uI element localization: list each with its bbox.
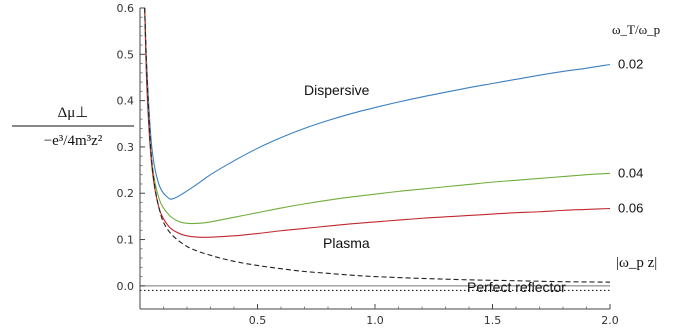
ticks: 0.0 0.1 0.2 0.3 0.4 0.5 0.6 0.5 1.0 1.5 2.0 <box>117 2 619 327</box>
y-tick-label: 0.1 <box>117 234 135 247</box>
annotation-plasma: Plasma <box>323 235 370 251</box>
series-label-0-04: 0.04 <box>618 165 643 180</box>
y-tick-label: 0.4 <box>117 95 135 108</box>
y-tick-label: 0.5 <box>117 48 135 61</box>
y-tick-label: 0.6 <box>117 2 135 15</box>
series-line-plasma <box>144 7 611 283</box>
series-line-0-02 <box>144 7 611 200</box>
y-axis-label-denominator: −e³/4m³z² <box>44 133 103 149</box>
series-line-0-06 <box>144 7 611 238</box>
series-layer: 0.02 0.04 0.06 <box>140 7 643 292</box>
y-axis-label-numerator: Δμ⊥ <box>58 105 89 121</box>
y-tick-label: 0.2 <box>117 187 135 200</box>
y-tick-label: 0.0 <box>117 280 135 293</box>
legend-title: ω_T/ω_p <box>612 22 660 37</box>
x-tick-label: 1.0 <box>366 314 384 327</box>
series-line-0-04 <box>144 7 611 225</box>
series-label-0-02: 0.02 <box>618 56 643 71</box>
series-label-0-06: 0.06 <box>618 201 643 216</box>
x-axis-label: |ω_p z| <box>616 255 657 271</box>
x-tick-label: 0.5 <box>249 314 267 327</box>
axes <box>139 8 610 310</box>
x-tick-label: 2.0 <box>601 314 619 327</box>
x-tick-label: 1.5 <box>484 314 502 327</box>
annotation-perfect-reflector: Perfect reflector <box>467 279 566 295</box>
annotation-dispersive: Dispersive <box>304 82 370 98</box>
y-tick-label: 0.3 <box>117 141 135 154</box>
